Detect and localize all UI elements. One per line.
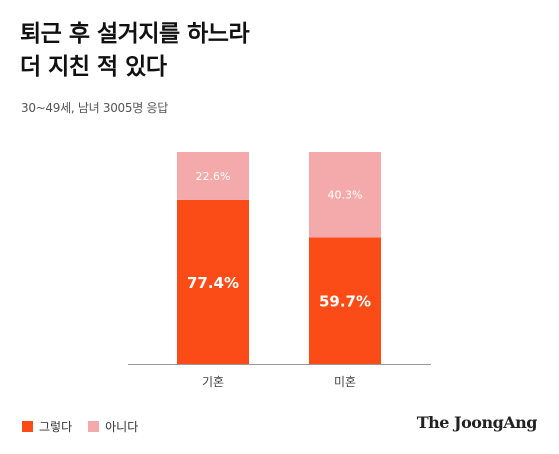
chart-title: 퇴근 후 설거지를 하느라 더 지친 적 있다 bbox=[20, 18, 250, 84]
legend-label-no: 아니다 bbox=[105, 420, 139, 434]
chart-subtitle: 30~49세, 남녀 3005명 응답 bbox=[21, 101, 168, 115]
data-label-single-yes: 59.7% bbox=[319, 293, 371, 311]
legend-label-yes: 그렇다 bbox=[39, 420, 73, 434]
legend-item-yes: 그렇다 bbox=[22, 418, 72, 435]
data-label-married-no: 22.6% bbox=[196, 170, 231, 183]
data-label-married-yes: 77.4% bbox=[187, 274, 239, 292]
publisher-logo: The JoongAng bbox=[416, 413, 538, 432]
x-tick-label-single: 미혼 bbox=[334, 375, 356, 389]
bar-segment-married-no bbox=[177, 152, 249, 200]
title-line-2: 더 지친 적 있다 bbox=[20, 54, 167, 80]
bar-segment-single-yes bbox=[309, 237, 381, 364]
bar-segment-single-no bbox=[309, 152, 381, 238]
legend-item-no: 아니다 bbox=[88, 418, 138, 435]
legend-swatch-no bbox=[88, 421, 100, 432]
title-line-1: 퇴근 후 설거지를 하느라 bbox=[20, 21, 250, 47]
x-tick-label-married: 기혼 bbox=[202, 375, 224, 389]
data-label-single-no: 40.3% bbox=[328, 189, 363, 202]
bar-segment-married-yes bbox=[177, 199, 249, 364]
legend-swatch-yes bbox=[22, 421, 33, 432]
legend: 그렇다 아니다 bbox=[22, 418, 154, 435]
